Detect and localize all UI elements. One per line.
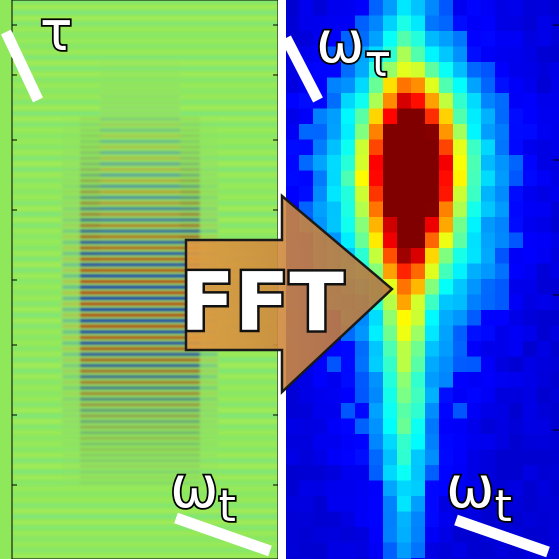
left-omega-subscript: t <box>219 481 236 532</box>
left-omega-symbol: ω <box>170 453 219 521</box>
right-omega-t-axis-stroke <box>454 514 550 558</box>
tau-axis-label: τ <box>40 0 73 63</box>
omega-tau-subscript: τ <box>365 36 392 87</box>
spectrum-heatmap <box>285 0 559 559</box>
fft-arrow: FFT <box>178 193 394 395</box>
interference-fringes <box>12 0 278 558</box>
omega-tau-symbol: ω <box>316 8 365 76</box>
right-omega-subscript: t <box>495 481 512 532</box>
time-domain-axis-ticks <box>12 24 278 486</box>
omega-tau-label: ωτ <box>316 8 391 87</box>
left-omega-t-label: ωt <box>170 453 236 532</box>
right-omega-tau-axis-stroke <box>281 35 323 103</box>
left-omega-axis-stroke <box>174 512 272 557</box>
right-omega-t-label: ωt <box>446 453 512 532</box>
fft-label: FFT <box>180 256 344 349</box>
frequency-domain-panel <box>285 0 559 559</box>
frequency-domain-axis-ticks <box>553 24 559 431</box>
fft-arrow-shape <box>184 193 394 395</box>
left-tau-axis-stroke <box>1 29 43 103</box>
right-omega-symbol: ω <box>446 453 495 521</box>
